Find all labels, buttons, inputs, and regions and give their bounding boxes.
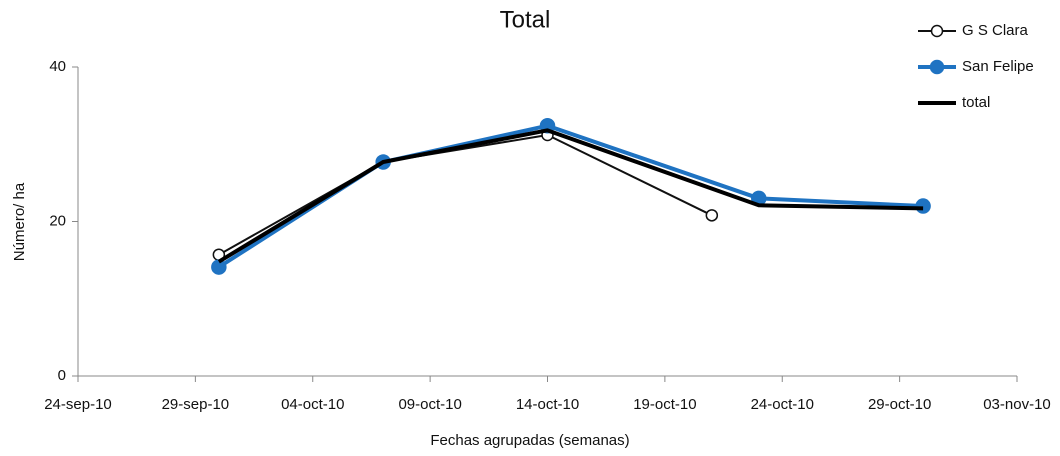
x-tick-label: 29-sep-10 — [162, 396, 230, 413]
y-tick-label: 40 — [49, 58, 66, 75]
x-axis-label: Fechas agrupadas (semanas) — [430, 432, 629, 449]
y-tick-label: 20 — [49, 212, 66, 229]
x-tick-label: 04-oct-10 — [281, 396, 344, 413]
legend-label: total — [962, 94, 990, 111]
y-axis-label: Número/ ha — [11, 182, 28, 261]
x-tick-label: 24-oct-10 — [751, 396, 814, 413]
data-point — [915, 198, 931, 214]
legend-label: G S Clara — [962, 22, 1029, 39]
series-line — [217, 128, 924, 264]
chart-title: Total — [500, 6, 551, 33]
data-point — [211, 259, 227, 275]
x-tick-label: 03-nov-10 — [983, 396, 1051, 413]
series-line — [218, 133, 713, 256]
y-tick-label: 0 — [58, 367, 66, 384]
legend-marker — [930, 24, 944, 38]
x-tick-label: 09-oct-10 — [398, 396, 461, 413]
legend-marker — [929, 59, 945, 75]
x-tick-label: 24-sep-10 — [44, 396, 112, 413]
x-tick-label: 29-oct-10 — [868, 396, 931, 413]
x-tick-label: 14-oct-10 — [516, 396, 579, 413]
data-point — [705, 209, 719, 222]
x-tick-label: 19-oct-10 — [633, 396, 696, 413]
legend-label: San Felipe — [962, 58, 1034, 75]
